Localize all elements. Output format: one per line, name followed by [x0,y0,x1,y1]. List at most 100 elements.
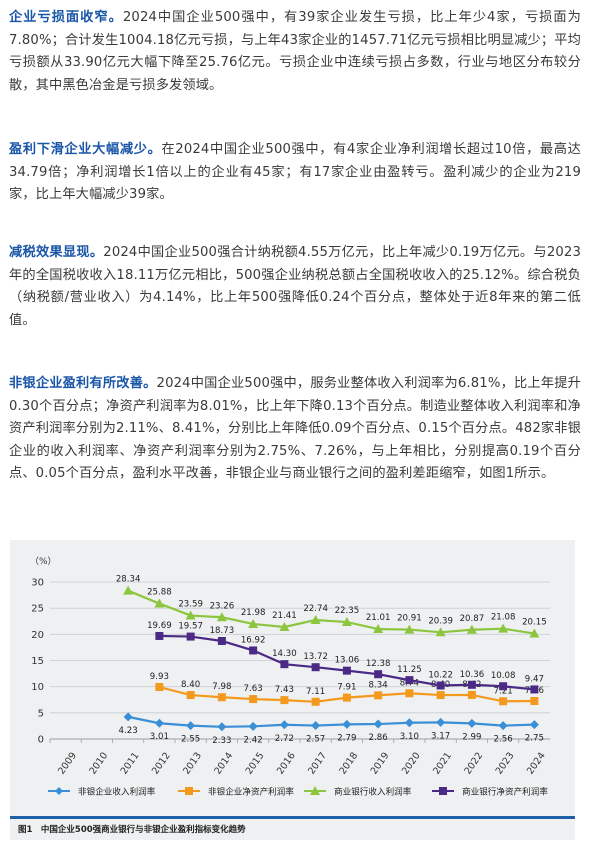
data-point [280,696,289,705]
data-point [529,720,539,730]
data-label: 18.73 [210,626,235,636]
data-label: 22.35 [335,606,360,616]
figure-chart: （%） 0 5 10 15 20 25 30 2009 2010 2011 2012 2013 2014 2… [10,540,575,840]
data-point [154,718,164,728]
data-label: 7.91 [337,683,356,693]
data-point [248,618,259,628]
data-label: 2.57 [306,735,325,745]
y-tick-label: 20 [31,630,44,641]
x-tick-label: 2024 [525,751,548,777]
paragraph-lead: 非银企业盈利有所改善。 [9,376,157,391]
data-label: 28.34 [116,575,141,585]
legend-marker [310,786,320,795]
data-label: 13.06 [335,656,360,666]
legend-marker [185,787,193,795]
x-tick-label: 2011 [119,751,142,777]
data-point [341,617,352,627]
data-point [499,682,508,691]
paragraph-body: 在2024中国企业500强中，有4家企业净利润增长超过10倍，最高达34.79倍… [9,142,581,202]
data-point [249,646,258,655]
data-label: 14.30 [272,649,297,659]
data-label: 20.39 [428,616,453,626]
x-tick-label: 2009 [56,751,79,777]
data-point [405,676,414,685]
data-point [467,718,477,728]
data-label: 2.33 [212,736,231,746]
paragraph-lead: 减税效果显现。 [9,245,104,260]
legend-marker [55,787,63,795]
data-label: 21.08 [491,613,516,623]
x-tick-label: 2013 [181,751,204,777]
data-label: 23.59 [178,600,203,610]
data-label: 2.86 [369,733,388,743]
data-point [498,623,509,633]
data-label: 21.01 [366,613,391,623]
x-tick-label: 2015 [244,751,267,777]
data-point [311,721,321,731]
data-label: 2.75 [525,734,544,744]
data-point [436,691,445,700]
data-label: 7.21 [494,686,513,696]
data-label: 7.43 [275,685,294,695]
data-point [436,717,446,727]
data-label: 2.55 [181,735,200,745]
data-label: 8.34 [369,680,388,690]
data-point [155,631,164,640]
x-tick-label: 2014 [212,751,235,777]
data-point [217,693,226,702]
data-point [404,718,414,728]
data-point [123,712,133,722]
data-point [186,721,196,731]
data-point [404,624,415,634]
legend-label: 商业银行收入利润率 [334,786,412,798]
x-tick-label: 2018 [337,751,360,777]
x-tick-label: 2020 [400,751,423,777]
data-label: 22.74 [303,604,328,614]
data-label: 3.10 [400,732,419,742]
data-label: 7.11 [306,687,325,697]
data-label: 20.91 [397,614,422,624]
data-label: 2.79 [337,733,356,743]
data-point [217,722,227,732]
data-label: 13.72 [303,652,328,662]
paragraph-body: 2024中国企业500强合计纳税额4.55万亿元，比上年减少0.19万亿元。与2… [9,245,581,328]
data-point [436,681,445,690]
data-point [217,636,226,645]
data-label: 3.01 [150,732,169,742]
data-label: 25.88 [147,588,172,598]
data-point [405,689,414,698]
y-tick-label: 30 [31,578,44,589]
data-label: 2.56 [494,735,513,745]
x-tick-label: 2021 [431,751,454,777]
data-point [342,666,351,675]
paragraph-loss: 企业亏损面收窄。2024中国企业500强中，有39家企业发生亏损，比上年少4家，… [9,7,581,97]
data-point [435,627,446,637]
data-label: 21.41 [272,611,297,621]
legend-marker [439,787,447,795]
y-tick-label: 10 [31,682,44,693]
line-chart: （%） 0 5 10 15 20 25 30 2009 2010 2011 2012 2013 2014 2… [30,556,550,798]
y-axis-label: （%） [30,556,57,567]
paragraph-body: 2024中国企业500强中，有39家企业发生亏损，比上年少4家，亏损面为7.80… [9,10,581,93]
data-point [499,697,508,706]
data-point [311,663,320,672]
data-label: 21.98 [241,608,266,618]
data-label: 3.17 [431,731,450,741]
legend-label: 非银企业净资产利润率 [208,786,294,798]
y-tick-label: 5 [38,708,44,719]
data-label: 10.08 [491,671,516,681]
data-label: 20.15 [522,618,547,628]
data-label: 10.36 [460,670,485,680]
data-point [467,690,476,699]
x-tick-label: 2017 [306,751,329,777]
x-tick-label: 2012 [150,751,173,777]
data-label: 7.63 [244,684,263,694]
data-point [248,721,258,731]
data-point [498,721,508,731]
paragraph-lead: 企业亏损面收窄。 [9,10,123,25]
data-label: 8.40 [181,680,200,690]
data-point [374,691,383,700]
data-point [154,598,165,608]
data-point [373,624,384,634]
data-point [186,691,195,700]
